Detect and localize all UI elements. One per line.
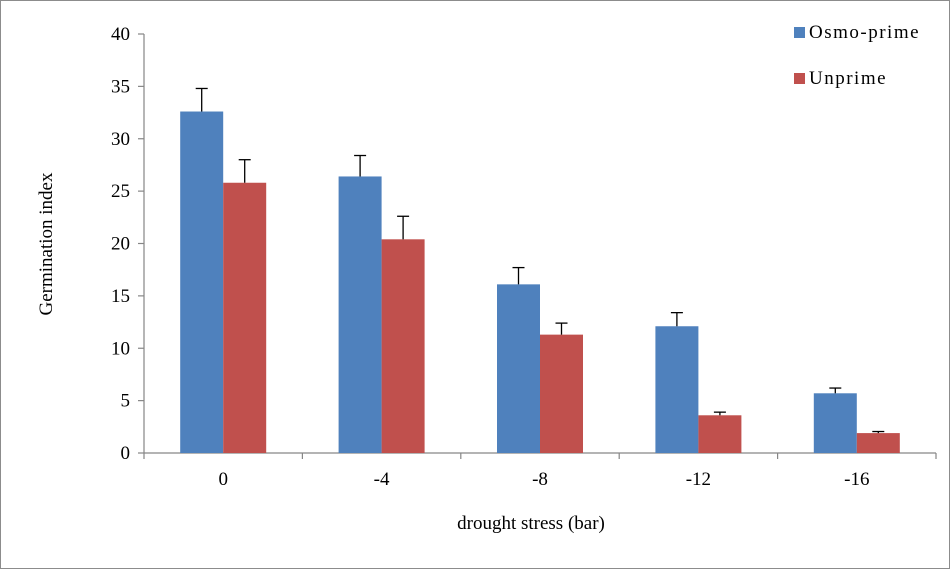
legend: Osmo-prime Unprime: [794, 22, 920, 89]
bar-unprime: [856, 433, 900, 453]
bar-osmo-prime: [813, 393, 857, 453]
bar-osmo-prime: [655, 326, 699, 453]
legend-swatch: [794, 73, 805, 84]
x-tick-label: -16: [844, 469, 869, 490]
y-axis-title: Germination index: [36, 172, 57, 315]
x-tick-label: -8: [532, 469, 548, 490]
bar-unprime: [223, 182, 267, 453]
y-tick-label: 5: [121, 391, 131, 412]
bar-unprime: [540, 334, 583, 453]
y-tick-label: 25: [111, 181, 130, 202]
y-tick-label: 10: [111, 338, 130, 359]
y-tick-label: 15: [111, 286, 130, 307]
bar-osmo-prime: [180, 111, 224, 453]
legend-label: Osmo-prime: [809, 22, 920, 43]
y-tick-label: 20: [111, 234, 130, 255]
y-tick-label: 35: [111, 76, 130, 97]
y-tick-label: 0: [121, 443, 131, 464]
x-tick-label: -4: [374, 469, 390, 490]
bar-unprime: [381, 239, 425, 453]
y-tick-label: 40: [111, 24, 130, 45]
bar-osmo-prime: [497, 284, 540, 453]
y-tick-label: 30: [111, 129, 130, 150]
bar-unprime: [698, 415, 742, 453]
x-tick-label: -12: [686, 469, 711, 490]
x-axis: 0 -4 -8 -12 -16: [143, 452, 937, 490]
y-axis: 0 5 10 15 20 25 30 35 40: [111, 24, 145, 464]
x-tick-label: 0: [218, 469, 228, 490]
legend-label: Unprime: [809, 68, 887, 89]
bars-group: [180, 111, 900, 453]
bar-osmo-prime: [338, 176, 382, 453]
legend-swatch: [794, 27, 805, 38]
error-bars-group: [195, 87, 885, 434]
x-axis-title: drought stress (bar): [457, 513, 605, 534]
